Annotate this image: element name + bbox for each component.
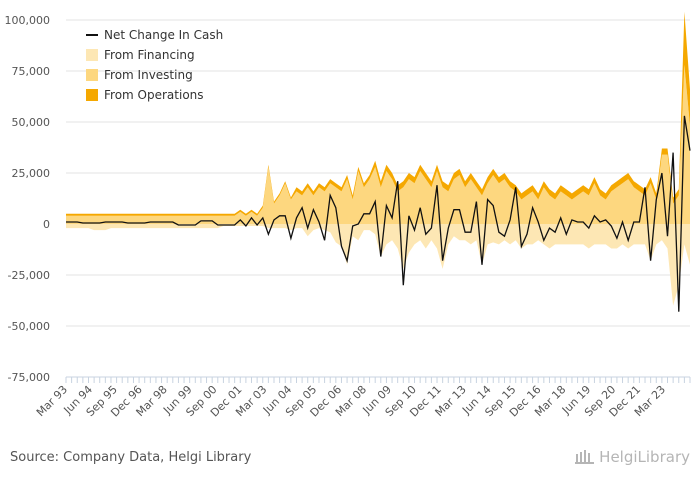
y-tick-label: -25,000 [8,269,50,282]
legend-label: From Financing [104,48,195,62]
area-from-financing [66,224,690,306]
y-tick-label: 0 [43,218,50,231]
brand-logo[interactable]: HelgiLibrary [575,448,690,466]
y-tick-label: 50,000 [12,116,51,129]
legend-box-swatch [86,69,98,81]
line-net-change-in-cash [66,115,691,312]
legend-label: From Investing [104,68,193,82]
area-from-investing [66,64,690,225]
legend-label: From Operations [104,88,204,102]
y-tick-label: 100,000 [5,14,51,27]
legend-box-swatch [86,49,98,61]
y-tick-label: -50,000 [8,320,50,333]
legend-label: Net Change In Cash [104,28,223,42]
library-icon [575,450,595,464]
y-tick-label: 25,000 [12,167,51,180]
source-caption: Source: Company Data, Helgi Library [10,450,252,465]
legend-box-swatch [86,89,98,101]
series-line [66,115,691,312]
series-areas [66,11,690,306]
legend: Net Change In Cash From Financing From Inv… [86,28,223,102]
area-from-operations [66,11,690,216]
y-tick-label: 75,000 [12,65,51,78]
x-tick-label: Mar 93 [34,383,70,419]
y-tick-label: -75,000 [8,371,50,384]
brand-name: HelgiLibrary [599,448,690,466]
